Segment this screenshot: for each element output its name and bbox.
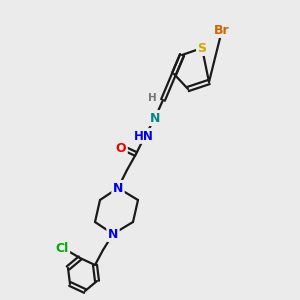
Text: N: N xyxy=(108,227,118,241)
Text: O: O xyxy=(116,142,126,154)
Text: Br: Br xyxy=(214,23,230,37)
Text: H: H xyxy=(148,93,156,103)
Text: S: S xyxy=(197,41,206,55)
Text: HN: HN xyxy=(134,130,154,142)
Text: N: N xyxy=(113,182,123,194)
Text: Cl: Cl xyxy=(56,242,69,254)
Text: N: N xyxy=(150,112,160,124)
